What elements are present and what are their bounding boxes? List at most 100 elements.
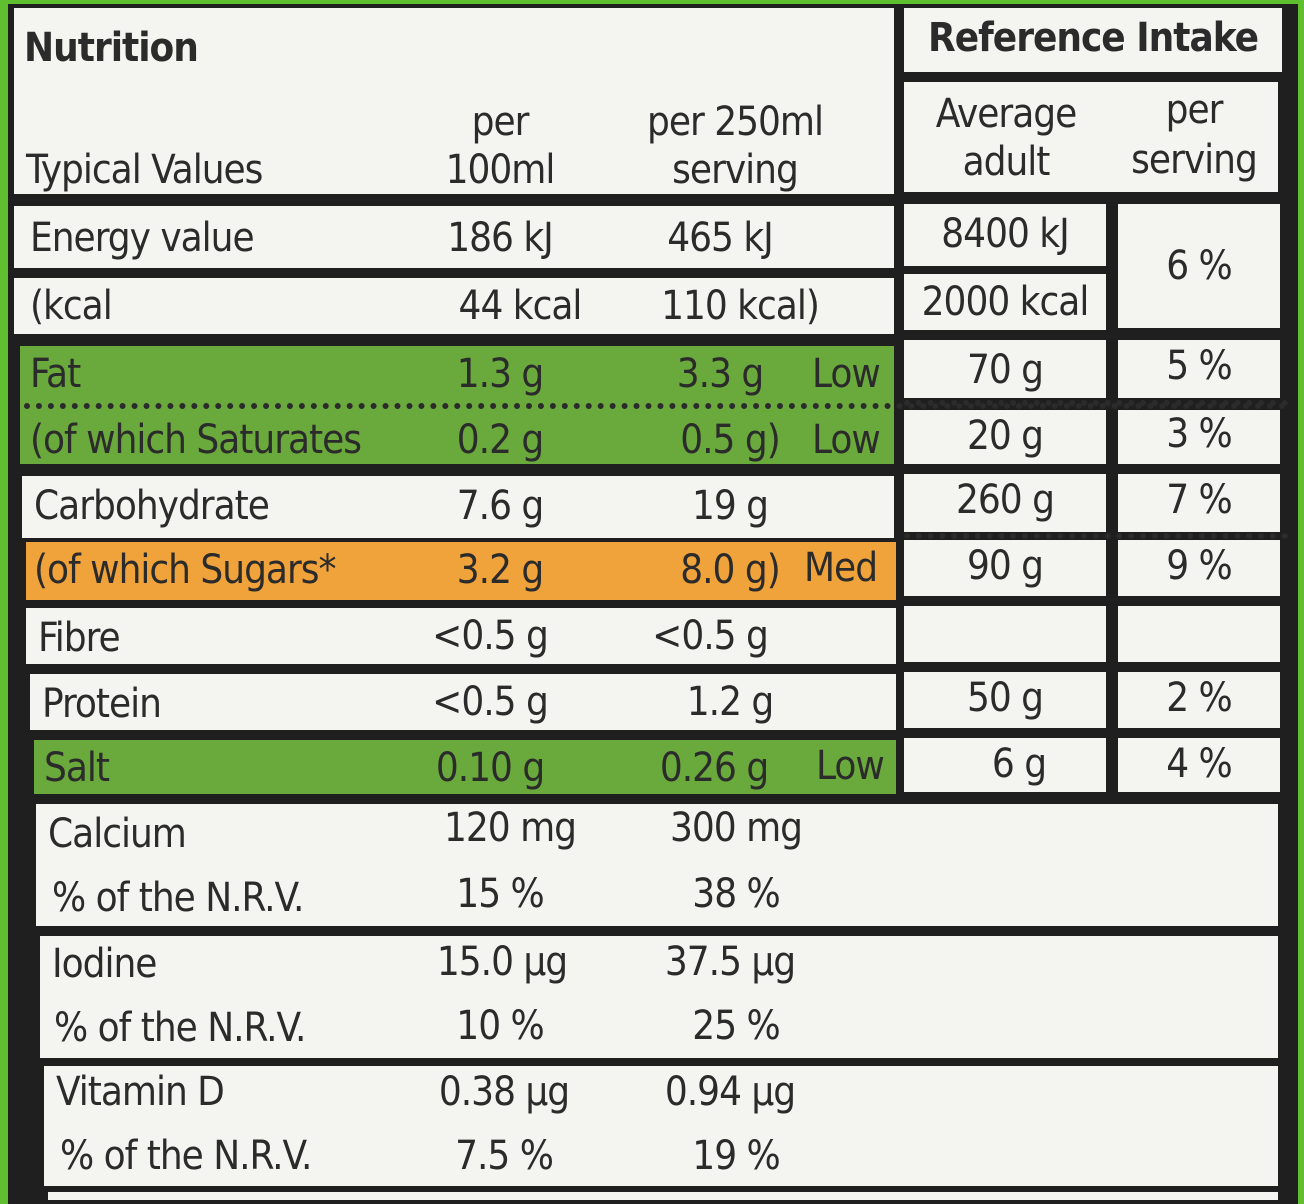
carb-ri-cell bbox=[904, 474, 1106, 532]
saturates-level: Low bbox=[812, 417, 881, 463]
per-serving-ri-line2: serving bbox=[1131, 137, 1258, 183]
energy-row bbox=[14, 206, 894, 268]
saturates-pct-cell bbox=[1118, 410, 1280, 464]
fat-per100: 1.3 g bbox=[456, 351, 544, 397]
protein-ri: 50 g bbox=[966, 675, 1044, 721]
fibre-label: Fibre bbox=[38, 615, 121, 661]
sugars-pct-cell bbox=[1118, 540, 1280, 596]
calcium-nrv-label: % of the N.R.V. bbox=[52, 875, 304, 921]
sugars-per100: 3.2 g bbox=[456, 547, 544, 593]
kcal-perserving: 110 kcal) bbox=[661, 283, 820, 329]
kcal-ri-cell bbox=[904, 274, 1106, 330]
saturates-ri: 20 g bbox=[966, 413, 1044, 459]
vitamin-d-nrv-perserving: 19 % bbox=[692, 1133, 780, 1179]
energy-per100: 186 kJ bbox=[447, 215, 554, 261]
vitamin-d-label: Vitamin D bbox=[56, 1069, 225, 1115]
sugars-row bbox=[26, 542, 896, 600]
energy-ri: 8400 kJ bbox=[941, 211, 1069, 257]
salt-ri: 6 g bbox=[991, 741, 1047, 787]
kcal-ri: 2000 kcal bbox=[921, 279, 1090, 325]
sugars-ri: 90 g bbox=[966, 543, 1044, 589]
fibre-pct-cell bbox=[1118, 606, 1280, 662]
fat-perserving: 3.3 g bbox=[676, 351, 764, 397]
energy-perserving: 465 kJ bbox=[667, 215, 774, 261]
header-left-cell bbox=[14, 8, 894, 194]
salt-perserving: 0.26 g bbox=[659, 745, 769, 791]
sugars-pct: 9 % bbox=[1166, 543, 1233, 589]
carbohydrate-ri: 260 g bbox=[956, 477, 1055, 523]
kcal-row bbox=[14, 278, 894, 334]
reference-intake-subheader-cell bbox=[904, 82, 1278, 192]
calcium-block bbox=[36, 804, 1278, 926]
carbohydrate-label: Carbohydrate bbox=[34, 483, 270, 529]
protein-pct: 2 % bbox=[1166, 675, 1233, 721]
carb-pct-cell bbox=[1118, 474, 1280, 532]
carbohydrate-row bbox=[22, 476, 894, 538]
average-adult-line2: adult bbox=[962, 139, 1051, 185]
carbohydrate-perserving: 19 g bbox=[691, 483, 769, 529]
salt-ri-cell bbox=[904, 738, 1106, 792]
protein-per100: <0.5 g bbox=[432, 679, 549, 725]
saturates-per100: 0.2 g bbox=[456, 417, 544, 463]
iodine-per100: 15.0 µg bbox=[436, 939, 568, 985]
iodine-perserving: 37.5 µg bbox=[664, 939, 796, 985]
energy-label: Energy value bbox=[30, 215, 255, 261]
calcium-nrv-per100: 15 % bbox=[456, 871, 544, 917]
fat-divider-dots bbox=[24, 403, 1286, 409]
iodine-nrv-label: % of the N.R.V. bbox=[54, 1005, 306, 1051]
vitamin-d-nrv-label: % of the N.R.V. bbox=[60, 1133, 312, 1179]
carb-divider-dots bbox=[904, 533, 1288, 539]
carbohydrate-per100: 7.6 g bbox=[456, 483, 544, 529]
perserving-header-line1: per 250ml bbox=[647, 99, 824, 145]
reference-intake-title-cell bbox=[904, 8, 1282, 72]
salt-label: Salt bbox=[44, 745, 110, 791]
fibre-row bbox=[26, 608, 896, 664]
saturates-ri-cell bbox=[904, 410, 1106, 464]
iodine-label: Iodine bbox=[52, 941, 157, 987]
fat-pct: 5 % bbox=[1166, 343, 1233, 389]
saturates-pct: 3 % bbox=[1166, 411, 1233, 457]
calcium-per100: 120 mg bbox=[443, 805, 577, 851]
per-serving-ri-line1: per bbox=[1165, 87, 1224, 133]
salt-per100: 0.10 g bbox=[435, 745, 545, 791]
protein-perserving: 1.2 g bbox=[686, 679, 774, 725]
salt-pct: 4 % bbox=[1166, 741, 1233, 787]
saturates-label: (of which Saturates bbox=[30, 417, 362, 463]
fat-level: Low bbox=[812, 351, 881, 397]
fat-ri-divider-dots bbox=[904, 400, 1288, 406]
calcium-nrv-perserving: 38 % bbox=[692, 871, 780, 917]
salt-row bbox=[34, 740, 896, 794]
sugars-level: Med bbox=[804, 545, 878, 591]
vitamin-d-nrv-per100: 7.5 % bbox=[455, 1133, 554, 1179]
fibre-perserving: <0.5 g bbox=[652, 613, 769, 659]
protein-row bbox=[30, 674, 896, 730]
typical-values-label: Typical Values bbox=[26, 147, 263, 193]
vitamin-d-per100: 0.38 µg bbox=[438, 1069, 570, 1115]
vitamin-d-block bbox=[44, 1066, 1278, 1186]
energy-pct: 6 % bbox=[1166, 243, 1233, 289]
fat-label: Fat bbox=[30, 351, 81, 397]
vitamin-d-perserving: 0.94 µg bbox=[664, 1069, 796, 1115]
salt-pct-cell bbox=[1118, 738, 1280, 792]
iodine-block bbox=[40, 936, 1278, 1058]
sugars-perserving: 8.0 g) bbox=[680, 547, 781, 593]
per100-header-line2: 100ml bbox=[445, 147, 556, 193]
saturates-perserving: 0.5 g) bbox=[680, 417, 781, 463]
perserving-header-line2: serving bbox=[672, 147, 799, 193]
footnote-strip bbox=[48, 1192, 1278, 1200]
energy-ri-cell bbox=[904, 204, 1106, 266]
average-adult-line1: Average bbox=[935, 91, 1078, 137]
fibre-per100: <0.5 g bbox=[432, 613, 549, 659]
kcal-per100: 44 kcal bbox=[458, 283, 583, 329]
fat-ri: 70 g bbox=[966, 347, 1044, 393]
iodine-nrv-per100: 10 % bbox=[456, 1003, 544, 1049]
protein-ri-cell bbox=[904, 672, 1106, 728]
protein-pct-cell bbox=[1118, 672, 1280, 728]
salt-level: Low bbox=[816, 743, 885, 789]
calcium-label: Calcium bbox=[48, 811, 187, 857]
reference-intake-title: Reference Intake bbox=[928, 15, 1259, 61]
sugars-label: (of which Sugars* bbox=[34, 547, 336, 593]
nutrition-title: Nutrition bbox=[24, 25, 199, 71]
per100-header-line1: per bbox=[471, 99, 530, 145]
energy-pct-cell bbox=[1118, 204, 1280, 328]
